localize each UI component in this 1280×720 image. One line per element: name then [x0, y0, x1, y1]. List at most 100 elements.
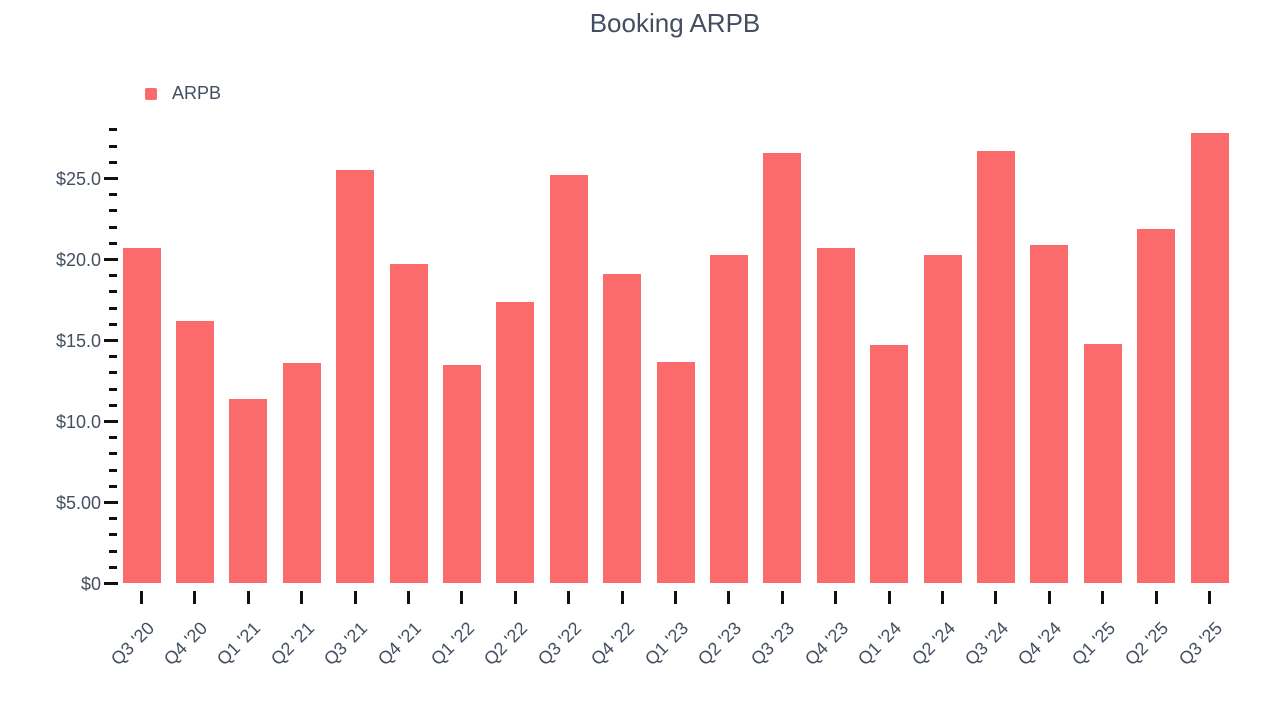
y-axis-major-tick [104, 339, 118, 342]
x-axis-label: Q1 '25 [1067, 618, 1119, 670]
y-axis-minor-tick [109, 355, 117, 359]
x-axis-label: Q4 '23 [800, 618, 852, 670]
y-axis-minor-tick [109, 193, 117, 197]
y-axis-minor-tick [109, 436, 117, 440]
x-axis-tick [834, 591, 838, 604]
bar-q3-22[interactable] [549, 175, 588, 584]
y-axis-minor-tick [109, 403, 117, 407]
x-axis-label: Q1 '22 [426, 618, 479, 670]
x-axis-tick [193, 591, 197, 604]
x-axis-label: Q3 '23 [747, 618, 799, 670]
bar-q1-21[interactable] [229, 398, 268, 584]
x-axis-label: Q2 '22 [480, 618, 532, 670]
x-axis-label: Q3 '21 [319, 618, 372, 670]
y-axis-minor-tick [109, 209, 117, 213]
y-axis-minor-tick [109, 468, 117, 472]
x-axis-tick [780, 591, 784, 604]
y-axis-major-tick [104, 258, 118, 261]
x-axis-tick [513, 591, 517, 604]
x-axis-tick [674, 591, 677, 604]
bar-q1-24[interactable] [870, 345, 909, 584]
y-axis-minor-tick [109, 533, 117, 537]
bar-q4-21[interactable] [389, 264, 428, 584]
bar-q4-20[interactable] [175, 321, 214, 584]
y-axis-label: $0 [80, 573, 101, 594]
y-axis-minor-tick [109, 128, 117, 132]
y-axis-label: $5.00 [55, 492, 101, 513]
y-axis-minor-tick [109, 290, 117, 294]
bar-q1-23[interactable] [656, 361, 695, 584]
chart-title: Booking ARPB [589, 8, 761, 38]
x-axis-label: Q2 '23 [693, 618, 746, 670]
bar-q2-24[interactable] [923, 254, 962, 584]
x-axis-tick [1154, 591, 1158, 604]
x-axis-tick [1101, 591, 1105, 604]
y-axis-minor-tick [109, 371, 117, 375]
legend-label: ARPB [172, 83, 222, 103]
x-axis-label: Q1 '21 [213, 618, 265, 670]
x-axis-tick [887, 591, 891, 604]
x-axis-tick [620, 591, 624, 604]
x-axis-label: Q1 '24 [853, 618, 906, 670]
x-axis-tick [407, 591, 410, 604]
x-axis-label: Q2 '25 [1120, 618, 1173, 670]
y-axis-minor-tick [109, 484, 117, 488]
x-axis-tick [567, 591, 571, 604]
y-axis-minor-tick [109, 274, 117, 278]
x-axis-label: Q4 '22 [586, 618, 639, 670]
x-axis-tick [246, 591, 250, 604]
legend: ARPB [145, 83, 221, 104]
bar-q1-22[interactable] [442, 364, 481, 584]
x-axis-tick [727, 591, 731, 604]
x-axis-label: Q3 '22 [533, 618, 585, 670]
bar-q2-25[interactable] [1137, 228, 1176, 584]
x-axis-tick [140, 591, 143, 604]
y-axis-major-tick [104, 177, 118, 180]
x-axis-tick [941, 591, 944, 604]
x-axis-tick [300, 591, 304, 604]
y-axis-major-tick [104, 420, 118, 423]
bar-q4-24[interactable] [1030, 244, 1069, 584]
y-axis-minor-tick [109, 144, 117, 148]
x-axis-tick [994, 591, 998, 604]
y-axis-minor-tick [109, 306, 117, 310]
y-axis-major-tick [104, 501, 118, 504]
x-axis-label: Q2 '21 [266, 618, 318, 670]
x-axis-label: Q2 '24 [907, 618, 959, 670]
y-axis-minor-tick [109, 517, 117, 521]
x-axis-tick [1047, 591, 1051, 604]
y-axis-minor-tick [109, 565, 117, 569]
bar-q3-24[interactable] [976, 150, 1015, 584]
bar-q2-21[interactable] [282, 363, 321, 584]
x-axis-label: Q3 '24 [960, 618, 1013, 670]
bar-q3-20[interactable] [122, 248, 161, 584]
x-axis-tick [1208, 591, 1211, 604]
bar-q3-21[interactable] [336, 170, 375, 584]
bar-q3-23[interactable] [763, 152, 802, 584]
y-axis-label: $25.0 [55, 168, 101, 189]
x-axis-tick [353, 591, 357, 604]
legend-item-arpb[interactable]: ARPB [145, 83, 221, 104]
y-axis-minor-tick [109, 452, 117, 456]
bar-q3-25[interactable] [1190, 133, 1229, 584]
x-axis-label: Q3 '25 [1174, 618, 1226, 670]
x-axis-label: Q4 '21 [373, 618, 425, 670]
y-axis-minor-tick [109, 387, 117, 391]
y-axis-minor-tick [109, 160, 117, 164]
y-axis-minor-tick [109, 549, 117, 553]
x-axis-label: Q3 '20 [106, 618, 158, 670]
bar-q4-22[interactable] [603, 274, 642, 584]
bar-q2-22[interactable] [496, 301, 535, 584]
bar-q4-23[interactable] [816, 248, 855, 584]
y-axis-minor-tick [109, 225, 117, 229]
y-axis-label: $15.0 [55, 330, 101, 351]
bar-q2-23[interactable] [709, 254, 748, 584]
y-axis-label: $10.0 [55, 411, 101, 432]
legend-swatch-icon [145, 87, 157, 100]
x-axis-label: Q4 '24 [1014, 618, 1066, 670]
x-axis-label: Q4 '20 [159, 618, 212, 670]
bar-q1-25[interactable] [1083, 343, 1122, 584]
y-axis-minor-tick [109, 241, 117, 245]
